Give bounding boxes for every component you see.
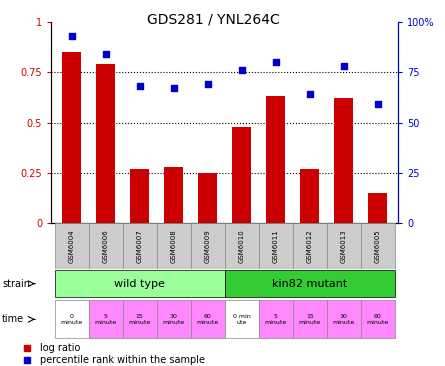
Point [306,92,313,97]
Text: 15
minute: 15 minute [299,314,321,325]
Bar [259,223,293,269]
Bar [157,223,191,269]
Bar [293,300,327,338]
Bar [225,270,395,297]
Text: wild type: wild type [114,279,165,289]
Text: 5
minute: 5 minute [94,314,117,325]
Text: 30
minute: 30 minute [162,314,185,325]
Bar [259,300,293,338]
Text: GDS281 / YNL264C: GDS281 / YNL264C [147,13,280,27]
Bar [96,64,115,223]
Bar [335,98,353,223]
Bar [225,300,259,338]
Bar [327,223,361,269]
Text: 60
minute: 60 minute [367,314,389,325]
Text: GSM6011: GSM6011 [273,229,279,263]
Text: GSM6006: GSM6006 [103,229,109,263]
Bar [267,97,285,223]
Bar [55,300,89,338]
Text: log ratio: log ratio [40,343,81,352]
Text: GSM6005: GSM6005 [375,229,381,263]
Text: time: time [2,314,24,324]
Bar [225,223,259,269]
Point [136,83,143,89]
Bar [157,300,191,338]
Text: GSM6010: GSM6010 [239,229,245,263]
Text: 60
minute: 60 minute [197,314,219,325]
Text: strain: strain [2,279,30,289]
Bar [361,300,395,338]
Bar [62,52,81,223]
Bar [232,127,251,223]
Bar [123,300,157,338]
Text: percentile rank within the sample: percentile rank within the sample [40,355,205,365]
Point [170,86,177,92]
Text: kin82 mutant: kin82 mutant [272,279,348,289]
Bar [55,270,225,297]
Bar [55,223,89,269]
Point [340,63,348,69]
Point [204,82,211,87]
Text: GSM6013: GSM6013 [341,229,347,263]
Bar [198,173,217,223]
Text: GSM6004: GSM6004 [69,229,75,263]
Text: 0 min
ute: 0 min ute [233,314,251,325]
Point [68,33,75,39]
Bar [164,167,183,223]
Text: 0
minute: 0 minute [61,314,83,325]
Text: GSM6007: GSM6007 [137,229,143,263]
Bar [368,193,387,223]
Bar [361,223,395,269]
Bar [89,223,123,269]
Point [238,67,245,73]
Bar [327,300,361,338]
Text: 5
minute: 5 minute [265,314,287,325]
Text: GSM6012: GSM6012 [307,229,313,263]
Bar [89,300,123,338]
Point [374,102,381,108]
Text: GSM6008: GSM6008 [171,229,177,263]
Bar [191,300,225,338]
Text: GSM6009: GSM6009 [205,229,211,263]
Bar [130,169,149,223]
Point [272,59,279,65]
Point [102,51,109,57]
Bar [300,169,319,223]
Text: 30
minute: 30 minute [333,314,355,325]
Text: 15
minute: 15 minute [129,314,151,325]
Bar [123,223,157,269]
Bar [293,223,327,269]
Bar [191,223,225,269]
